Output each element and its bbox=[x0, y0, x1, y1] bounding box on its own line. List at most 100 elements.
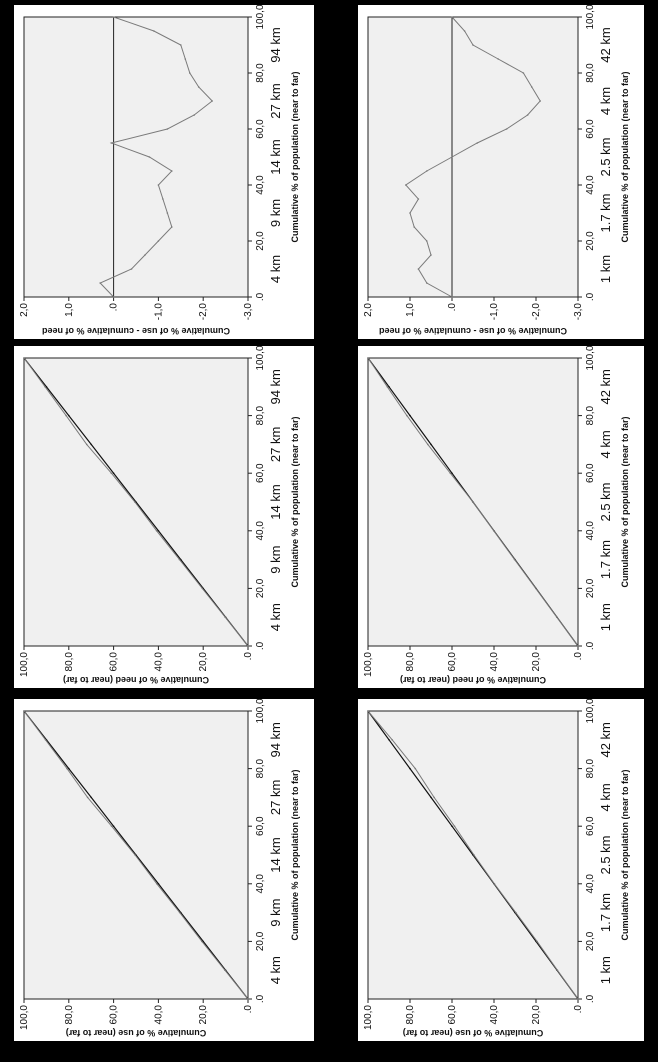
y-tick-label: 20,0 bbox=[531, 1005, 542, 1025]
y-tick-label: 20,0 bbox=[531, 652, 542, 672]
y-tick-label: 40,0 bbox=[153, 652, 164, 672]
x-tick-label: .0 bbox=[585, 292, 596, 301]
panel-top-left: .0 20,0 40,0 60,0 80,0 100,0 .0 20,0 40,0 60,0 80,… bbox=[14, 699, 314, 1041]
x-axis-label: Cumulative % of population (near to far) bbox=[290, 71, 300, 242]
distance-label: 14 km bbox=[268, 484, 283, 519]
series-point bbox=[473, 854, 475, 856]
series-point bbox=[171, 170, 173, 172]
series-point bbox=[536, 940, 538, 943]
series-point bbox=[201, 587, 204, 590]
series-point bbox=[197, 86, 200, 88]
y-tick-label: 100,0 bbox=[363, 652, 374, 677]
distance-label: 14 km bbox=[268, 139, 283, 174]
y-tick-label: .0 bbox=[573, 652, 584, 661]
distance-label: 2.5 km bbox=[598, 482, 613, 521]
distance-label: 1 km bbox=[598, 956, 613, 984]
series-point bbox=[534, 587, 537, 590]
x-tick-label: 100,0 bbox=[585, 699, 596, 724]
series-point bbox=[414, 767, 417, 770]
series-point bbox=[201, 940, 203, 943]
y-tick-label: .0 bbox=[447, 303, 458, 312]
series-point bbox=[531, 86, 533, 88]
reference-point bbox=[90, 796, 92, 799]
series-point bbox=[417, 268, 420, 270]
series-point bbox=[472, 44, 474, 46]
x-tick-label: .0 bbox=[255, 994, 266, 1003]
reference-point bbox=[90, 443, 92, 446]
series-point bbox=[224, 969, 226, 971]
distance-label: 1.7 km bbox=[598, 540, 613, 579]
x-tick-label: 40,0 bbox=[585, 521, 596, 541]
distance-label: 42 km bbox=[598, 27, 613, 62]
panel-top-right: -3,0 -2,0 -1,0 .0 1,0 2,0 .0 20,0 40,0 60,0 80,0 10… bbox=[14, 5, 314, 339]
x-tick-label: .0 bbox=[585, 994, 596, 1003]
y-tick-label: 100,0 bbox=[363, 1005, 374, 1030]
x-tick-label: 60,0 bbox=[585, 816, 596, 836]
y-tick-label: 40,0 bbox=[489, 1005, 500, 1025]
series-point bbox=[405, 184, 407, 186]
x-axis-label: Cumulative % of population (near to far) bbox=[620, 416, 630, 587]
x-tick-label: 60,0 bbox=[255, 816, 266, 836]
distance-label: 4 km bbox=[598, 87, 613, 115]
y-tick-label: -3,0 bbox=[573, 303, 584, 321]
reference-point bbox=[388, 385, 390, 388]
x-tick-label: 40,0 bbox=[255, 874, 266, 894]
series-point bbox=[153, 30, 155, 32]
distance-label: 14 km bbox=[268, 837, 283, 872]
x-axis-label: Cumulative % of population (near to far) bbox=[290, 416, 300, 587]
distance-label: 4 km bbox=[268, 603, 283, 631]
series-point bbox=[130, 268, 133, 270]
series-point bbox=[497, 58, 499, 60]
series-point bbox=[406, 414, 408, 417]
series-point bbox=[556, 969, 559, 971]
x-tick-label: 100,0 bbox=[585, 346, 596, 371]
series-point bbox=[148, 156, 151, 158]
series-point bbox=[492, 530, 495, 532]
series-point bbox=[417, 198, 420, 200]
series-point bbox=[453, 825, 456, 827]
y-tick-label: .0 bbox=[243, 1005, 254, 1014]
series-point bbox=[555, 616, 558, 618]
series-point bbox=[451, 156, 453, 158]
series-point bbox=[44, 385, 46, 388]
series-point bbox=[144, 254, 146, 256]
x-tick-label: 20,0 bbox=[585, 931, 596, 951]
y-tick-label: -2,0 bbox=[198, 303, 209, 321]
distance-label: 27 km bbox=[268, 780, 283, 815]
x-tick-label: 60,0 bbox=[255, 463, 266, 483]
reference-point bbox=[430, 796, 432, 799]
chart-top-right: -3,0 -2,0 -1,0 .0 1,0 2,0 .0 20,0 40,0 60,0 80,0 10… bbox=[19, 5, 300, 336]
series-point bbox=[413, 226, 416, 228]
series-point bbox=[171, 226, 173, 228]
series-point bbox=[166, 128, 169, 130]
y-tick-label: .0 bbox=[109, 303, 120, 312]
series-point bbox=[157, 184, 160, 186]
y-tick-label: -3,0 bbox=[243, 303, 254, 321]
y-axis-label: Cumulative % of need (near to far) bbox=[63, 675, 209, 685]
series-point bbox=[178, 558, 181, 561]
reference-point bbox=[409, 767, 411, 770]
series-point bbox=[472, 501, 474, 503]
series-point bbox=[157, 240, 160, 242]
series-point bbox=[66, 767, 68, 770]
series-point bbox=[513, 558, 516, 561]
y-tick-label: 100,0 bbox=[19, 1005, 30, 1030]
x-tick-label: 80,0 bbox=[585, 63, 596, 83]
y-tick-label: 80,0 bbox=[64, 652, 75, 672]
y-tick-label: 60,0 bbox=[447, 1005, 458, 1025]
series-point bbox=[65, 414, 67, 417]
y-tick-label: 20,0 bbox=[198, 652, 209, 672]
y-tick-label: -1,0 bbox=[489, 303, 500, 321]
chart-bottom-middle: .0 20,0 40,0 60,0 80,0 100,0 .0 20,0 40,0 60,0 80,… bbox=[363, 346, 630, 685]
distance-label: 9 km bbox=[268, 546, 283, 574]
series-point bbox=[155, 530, 158, 532]
reference-point bbox=[157, 883, 160, 885]
x-tick-label: 20,0 bbox=[585, 578, 596, 598]
distance-label: 2.5 km bbox=[598, 137, 613, 176]
reference-point bbox=[112, 472, 115, 474]
y-tick-label: 1,0 bbox=[405, 303, 416, 317]
series-point bbox=[44, 738, 47, 741]
x-tick-label: 100,0 bbox=[255, 5, 266, 30]
reference-point bbox=[451, 825, 453, 827]
x-tick-label: 40,0 bbox=[255, 175, 266, 195]
